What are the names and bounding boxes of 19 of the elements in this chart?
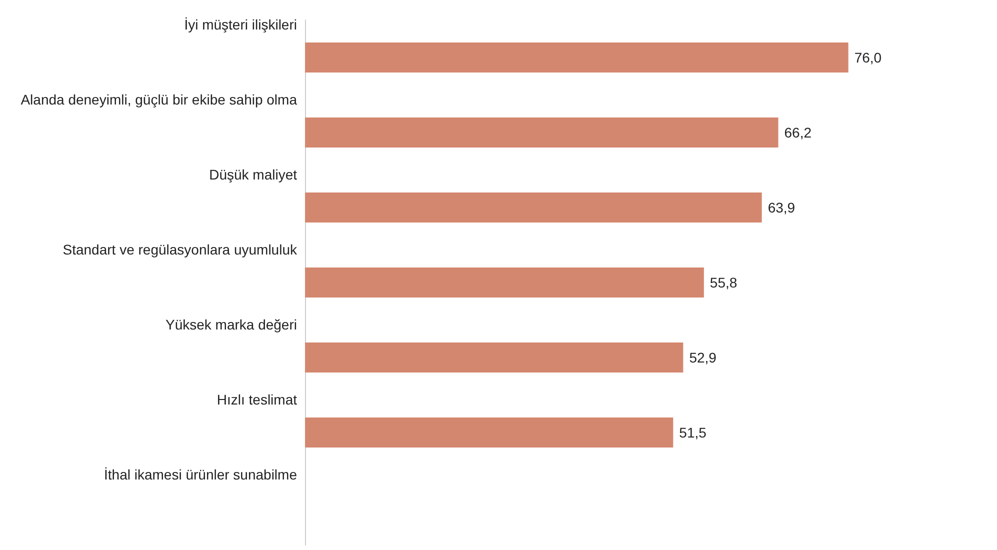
data-label: 63,9	[768, 200, 796, 216]
y-tick-label: İthal ikamesi ürünler sunabilme	[104, 466, 298, 482]
bar	[305, 418, 674, 448]
bar	[305, 342, 684, 372]
bar	[305, 42, 848, 72]
bar	[305, 118, 778, 148]
data-label: 51,5	[679, 424, 707, 440]
bar	[305, 268, 704, 298]
data-label: 66,2	[784, 124, 812, 140]
data-label: 52,9	[689, 350, 717, 366]
data-label: 55,8	[710, 274, 738, 290]
y-tick-label: Alanda deneyimli, güçlü bir ekibe sahip olma	[20, 92, 298, 108]
y-tick-label: Hızlı teslimat	[216, 392, 298, 408]
bar	[305, 192, 762, 222]
y-tick-label: Standart ve regülasyonlara uyumluluk	[62, 242, 298, 258]
y-tick-label: İyi müşteri ilişkileri	[184, 16, 297, 32]
data-label: 76,0	[854, 50, 882, 66]
y-tick-label: Düşük maliyet	[209, 166, 298, 182]
y-tick-label: Yüksek marka değeri	[165, 316, 297, 332]
